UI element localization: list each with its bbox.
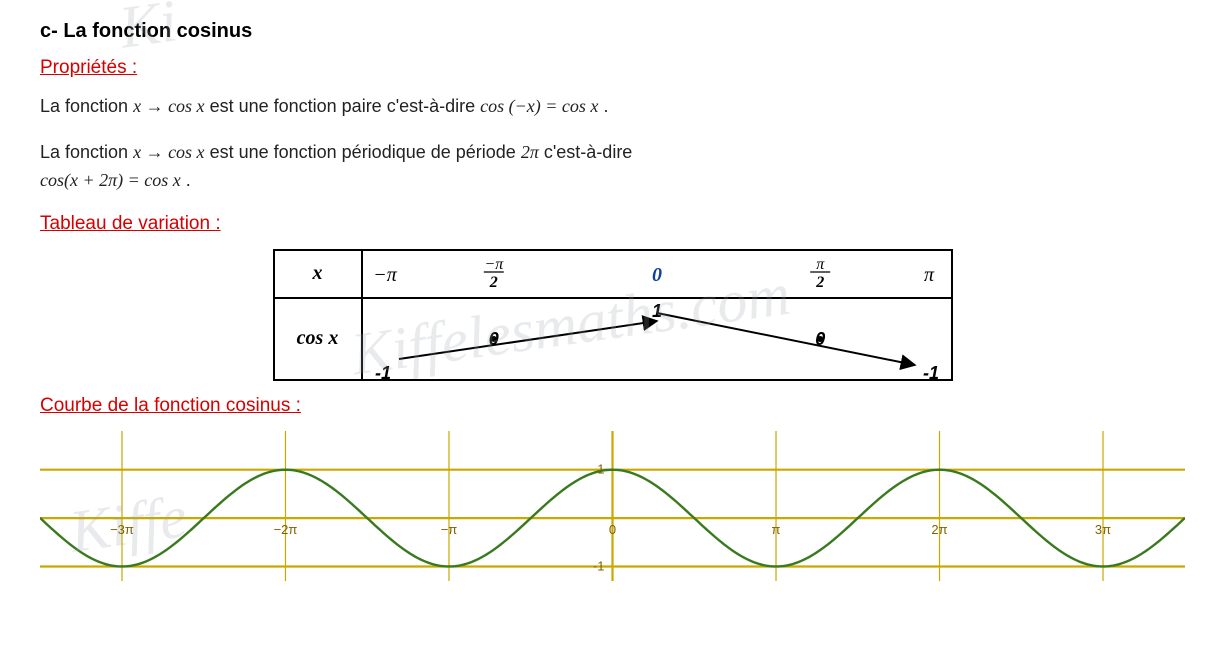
svg-text:−π: −π — [484, 256, 504, 273]
section-title: c- La fonction cosinus — [40, 20, 1185, 43]
svg-text:-1: -1 — [374, 363, 390, 379]
text: c'est-à-dire — [544, 142, 632, 162]
text: est une fonction paire c'est-à-dire — [210, 96, 481, 116]
svg-text:2: 2 — [488, 274, 497, 291]
svg-text:1: 1 — [651, 301, 661, 321]
math-periodic: cos(x + 2π) = cos x — [40, 170, 181, 190]
svg-text:-1: -1 — [922, 363, 938, 379]
svg-text:π: π — [816, 256, 825, 273]
svg-text:3π: 3π — [1095, 522, 1111, 537]
cosine-curve: −3π −2π −π 0 π 2π 3π -1 1 — [40, 431, 1185, 586]
text: La fonction — [40, 142, 133, 162]
math-even: cos (−x) = cos x — [480, 96, 598, 116]
property-even: La fonction x → cos x est une fonction p… — [40, 93, 1185, 121]
var-table-x-header: x — [274, 250, 362, 298]
svg-text:π: π — [772, 522, 781, 537]
heading-courbe: Courbe de la fonction cosinus : — [40, 395, 1185, 417]
svg-text:0: 0 — [652, 264, 662, 286]
svg-text:−2π: −2π — [274, 522, 298, 537]
svg-text:0: 0 — [609, 522, 616, 537]
text: La fonction — [40, 96, 133, 116]
var-table-cos-header: cos x — [274, 298, 362, 380]
var-table-x-row: −π−π20π2π — [362, 250, 952, 298]
math-period: 2π — [521, 142, 539, 162]
svg-text:−π: −π — [441, 522, 458, 537]
text: est une fonction périodique de période — [210, 142, 521, 162]
svg-text:2π: 2π — [931, 522, 947, 537]
variation-table: x −π−π20π2π cos x -1010-1 — [273, 249, 953, 381]
var-table-cos-row: -1010-1 — [362, 298, 952, 380]
math-xmap: x → cos x — [133, 142, 204, 162]
property-periodic: La fonction x → cos x est une fonction p… — [40, 139, 1185, 195]
text: . — [186, 170, 191, 190]
svg-text:1: 1 — [597, 461, 604, 476]
text: . — [603, 96, 608, 116]
svg-text:-1: -1 — [593, 558, 605, 573]
math-xmap: x → cos x — [133, 96, 204, 116]
svg-text:−3π: −3π — [110, 522, 134, 537]
heading-properties: Propriétés : — [40, 57, 1185, 79]
svg-text:2: 2 — [815, 274, 824, 291]
svg-text:π: π — [923, 264, 934, 286]
heading-tableau: Tableau de variation : — [40, 213, 1185, 235]
svg-text:−π: −π — [373, 264, 397, 286]
